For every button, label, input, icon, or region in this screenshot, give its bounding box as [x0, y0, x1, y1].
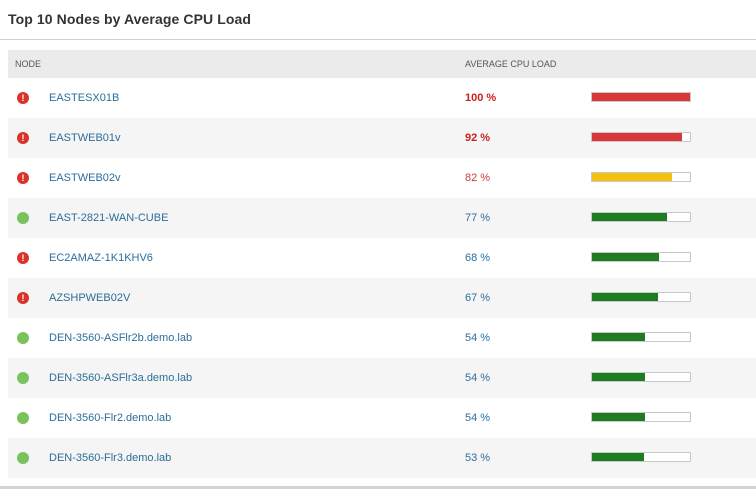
cpu-load-bar [591, 292, 691, 302]
table-row: DEN-3560-Flr2.demo.lab 54 % [8, 398, 756, 438]
bottom-divider [0, 486, 756, 489]
cpu-load-bar-fill [592, 293, 658, 301]
table-header: NODE AVERAGE CPU LOAD [8, 50, 756, 78]
critical-status-icon: ! [17, 172, 29, 184]
table-row: ! EASTWEB01v 92 % [8, 118, 756, 158]
cpu-load-bar-fill [592, 173, 673, 181]
up-status-icon [17, 452, 29, 464]
critical-status-icon: ! [17, 252, 29, 264]
cpu-load-value: 53 % [465, 452, 491, 464]
cpu-load-bar-fill [592, 453, 644, 461]
table-row: DEN-3560-Flr3.demo.lab 53 % [8, 438, 756, 478]
table-row: ! EC2AMAZ-1K1KHV6 68 % [8, 238, 756, 278]
table-row: ! AZSHPWEB02V 67 % [8, 278, 756, 318]
table-row: DEN-3560-ASFlr3a.demo.lab 54 % [8, 358, 756, 398]
up-status-icon [17, 372, 29, 384]
node-link[interactable]: DEN-3560-ASFlr2b.demo.lab [49, 332, 193, 344]
cpu-load-bar [591, 252, 691, 262]
cpu-load-value: 54 % [465, 332, 491, 344]
cpu-load-value: 68 % [465, 252, 491, 264]
cpu-load-bar [591, 172, 691, 182]
cpu-load-value: 67 % [465, 292, 491, 304]
cpu-load-value: 54 % [465, 372, 491, 384]
cpu-load-value: 82 % [465, 172, 491, 184]
title-divider [0, 39, 756, 40]
node-link[interactable]: EASTWEB01v [49, 132, 121, 144]
cpu-load-bar-fill [592, 213, 668, 221]
table-row: EAST-2821-WAN-CUBE 77 % [8, 198, 756, 238]
cpu-load-bar [591, 452, 691, 462]
cpu-load-bar-fill [592, 253, 659, 261]
cpu-load-bar [591, 92, 691, 102]
cpu-load-bar [591, 332, 691, 342]
widget-title: Top 10 Nodes by Average CPU Load [8, 11, 252, 27]
cpu-load-value: 54 % [465, 412, 491, 424]
cpu-load-bar [591, 372, 691, 382]
cpu-load-bar-fill [592, 373, 645, 381]
node-link[interactable]: DEN-3560-Flr2.demo.lab [49, 412, 172, 424]
up-status-icon [17, 212, 29, 224]
table-row: ! EASTESX01B 100 % [8, 78, 756, 118]
up-status-icon [17, 412, 29, 424]
column-header-cpu[interactable]: AVERAGE CPU LOAD [465, 59, 557, 69]
critical-status-icon: ! [17, 92, 29, 104]
node-link[interactable]: EASTESX01B [49, 92, 120, 104]
cpu-load-bar [591, 212, 691, 222]
up-status-icon [17, 332, 29, 344]
column-header-node[interactable]: NODE [15, 59, 42, 69]
cpu-load-bar [591, 412, 691, 422]
cpu-load-bar-fill [592, 133, 683, 141]
node-link[interactable]: EAST-2821-WAN-CUBE [49, 212, 169, 224]
cpu-load-bar-fill [592, 93, 690, 101]
table-row: DEN-3560-ASFlr2b.demo.lab 54 % [8, 318, 756, 358]
table-body: ! EASTESX01B 100 %! EASTWEB01v 92 %! EASTWEB0… [8, 78, 756, 478]
cpu-load-value: 77 % [465, 212, 491, 224]
cpu-load-bar-fill [592, 333, 645, 341]
cpu-load-table: NODE AVERAGE CPU LOAD ! EASTESX01B 100 %! E… [8, 50, 756, 478]
node-link[interactable]: DEN-3560-ASFlr3a.demo.lab [49, 372, 193, 384]
node-link[interactable]: EASTWEB02v [49, 172, 121, 184]
node-link[interactable]: AZSHPWEB02V [49, 292, 131, 304]
cpu-load-value: 92 % [465, 132, 491, 144]
critical-status-icon: ! [17, 132, 29, 144]
cpu-load-value: 100 % [465, 92, 497, 104]
node-link[interactable]: DEN-3560-Flr3.demo.lab [49, 452, 172, 464]
node-link[interactable]: EC2AMAZ-1K1KHV6 [49, 252, 153, 264]
cpu-load-bar-fill [592, 413, 645, 421]
table-row: ! EASTWEB02v 82 % [8, 158, 756, 198]
critical-status-icon: ! [17, 292, 29, 304]
cpu-load-bar [591, 132, 691, 142]
